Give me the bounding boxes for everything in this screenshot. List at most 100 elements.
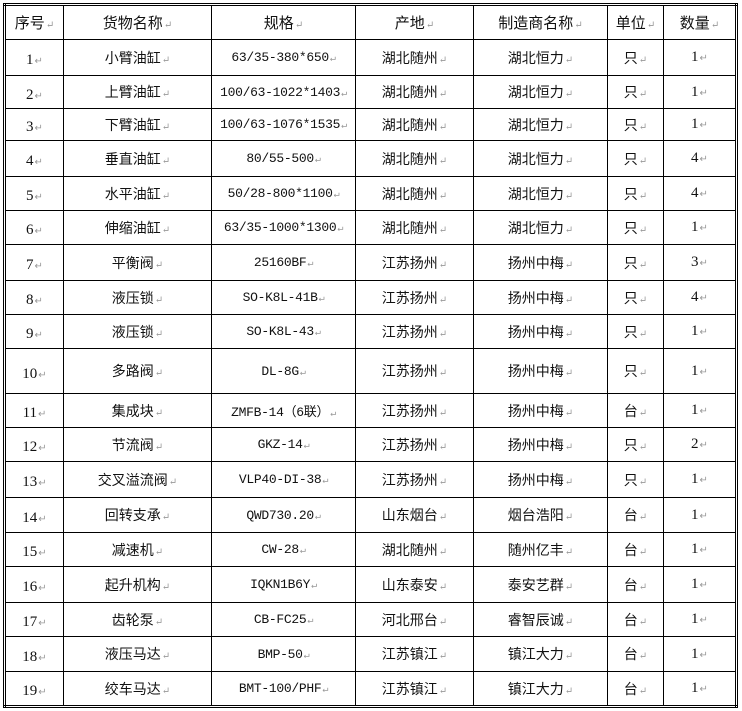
unit-cell: 台 (607, 393, 664, 428)
origin-cell: 江苏扬州 (355, 393, 474, 428)
origin-cell: 湖北随州 (355, 176, 474, 211)
manufacturer-cell: 扬州中梅 (473, 280, 608, 315)
quantity-cell: 1 (663, 348, 737, 394)
table-row: 13交叉溢流阀VLP40-DI-38江苏扬州扬州中梅只1 (4, 461, 737, 498)
table-row: 9液压锁SO-K8L-43江苏扬州扬州中梅只1 (4, 314, 737, 349)
index-cell: 2 (4, 75, 64, 109)
index-cell: 5 (4, 176, 64, 211)
origin-cell: 江苏扬州 (355, 461, 474, 498)
unit-cell: 只 (607, 427, 664, 462)
quantity-cell: 1 (663, 461, 737, 498)
unit-cell: 只 (607, 461, 664, 498)
index-cell: 15 (4, 532, 64, 567)
index-cell: 9 (4, 314, 64, 349)
spec-cell: 100/63-1022*1403 (211, 75, 356, 109)
quantity-cell: 1 (663, 108, 737, 141)
goods-name-cell: 回转支承 (63, 497, 212, 533)
goods-name-cell: 伸缩油缸 (63, 210, 212, 245)
origin-cell: 江苏扬州 (355, 244, 474, 281)
spec-cell: ZMFB-14（6联） (211, 393, 356, 428)
header-quantity: 数量 (663, 4, 737, 40)
quantity-cell: 4 (663, 280, 737, 315)
manufacturer-cell: 镇江大力 (473, 671, 608, 707)
spec-cell: 63/35-380*650 (211, 39, 356, 76)
table-row: 4垂直油缸80/55-500湖北随州湖北恒力只4 (4, 140, 737, 177)
unit-cell: 只 (607, 176, 664, 211)
header-index: 序号 (4, 4, 64, 40)
goods-name-cell: 液压锁 (63, 314, 212, 349)
goods-name-cell: 垂直油缸 (63, 140, 212, 177)
index-cell: 12 (4, 427, 64, 462)
index-cell: 6 (4, 210, 64, 245)
table-row: 16起升机构IQKN1B6Y山东泰安泰安艺群台1 (4, 566, 737, 603)
index-cell: 19 (4, 671, 64, 707)
index-cell: 10 (4, 348, 64, 394)
spec-cell: IQKN1B6Y (211, 566, 356, 603)
unit-cell: 台 (607, 566, 664, 603)
quantity-cell: 1 (663, 210, 737, 245)
unit-cell: 台 (607, 636, 664, 672)
unit-cell: 只 (607, 244, 664, 281)
manufacturer-cell: 扬州中梅 (473, 427, 608, 462)
manufacturer-cell: 镇江大力 (473, 636, 608, 672)
spec-cell: VLP40-DI-38 (211, 461, 356, 498)
manufacturer-cell: 扬州中梅 (473, 244, 608, 281)
unit-cell: 只 (607, 108, 664, 141)
quantity-cell: 1 (663, 602, 737, 637)
goods-name-cell: 多路阀 (63, 348, 212, 394)
manufacturer-cell: 湖北恒力 (473, 108, 608, 141)
table-row: 1小臂油缸63/35-380*650湖北随州湖北恒力只1 (4, 39, 737, 76)
unit-cell: 只 (607, 140, 664, 177)
index-cell: 3 (4, 108, 64, 141)
goods-name-cell: 减速机 (63, 532, 212, 567)
quantity-cell: 1 (663, 314, 737, 349)
index-cell: 4 (4, 140, 64, 177)
manufacturer-cell: 睿智辰诚 (473, 602, 608, 637)
origin-cell: 湖北随州 (355, 210, 474, 245)
spec-cell: BMP-50 (211, 636, 356, 672)
goods-name-cell: 液压马达 (63, 636, 212, 672)
unit-cell: 只 (607, 39, 664, 76)
table-row: 17齿轮泵CB-FC25河北邢台睿智辰诚台1 (4, 602, 737, 637)
origin-cell: 江苏扬州 (355, 280, 474, 315)
header-unit: 单位 (607, 4, 664, 40)
header-goods-name: 货物名称 (63, 4, 212, 40)
table-row: 7平衡阀25160BF江苏扬州扬州中梅只3 (4, 244, 737, 281)
spec-cell: CW-28 (211, 532, 356, 567)
spec-cell: DL-8G (211, 348, 356, 394)
quantity-cell: 1 (663, 393, 737, 428)
index-cell: 16 (4, 566, 64, 603)
goods-name-cell: 起升机构 (63, 566, 212, 603)
unit-cell: 台 (607, 671, 664, 707)
table-row: 2上臂油缸100/63-1022*1403湖北随州湖北恒力只1 (4, 75, 737, 109)
goods-table: 序号 货物名称 规格 产地 制造商名称 单位 数量 1小臂油缸63/35-380… (3, 3, 738, 708)
origin-cell: 湖北随州 (355, 39, 474, 76)
spec-cell: BMT-100/PHF (211, 671, 356, 707)
index-cell: 11 (4, 393, 64, 428)
table-row: 8液压锁SO-K8L-41B江苏扬州扬州中梅只4 (4, 280, 737, 315)
quantity-cell: 3 (663, 244, 737, 281)
quantity-cell: 1 (663, 566, 737, 603)
origin-cell: 湖北随州 (355, 140, 474, 177)
origin-cell: 湖北随州 (355, 532, 474, 567)
unit-cell: 台 (607, 602, 664, 637)
spec-cell: 63/35-1000*1300 (211, 210, 356, 245)
table-row: 6伸缩油缸63/35-1000*1300湖北随州湖北恒力只1 (4, 210, 737, 245)
spec-cell: GKZ-14 (211, 427, 356, 462)
index-cell: 17 (4, 602, 64, 637)
spec-cell: 100/63-1076*1535 (211, 108, 356, 141)
index-cell: 14 (4, 497, 64, 533)
manufacturer-cell: 扬州中梅 (473, 348, 608, 394)
manufacturer-cell: 湖北恒力 (473, 176, 608, 211)
manufacturer-cell: 泰安艺群 (473, 566, 608, 603)
manufacturer-cell: 湖北恒力 (473, 140, 608, 177)
goods-name-cell: 集成块 (63, 393, 212, 428)
header-manufacturer: 制造商名称 (473, 4, 608, 40)
origin-cell: 江苏扬州 (355, 314, 474, 349)
spec-cell: 25160BF (211, 244, 356, 281)
table-end-line (3, 707, 61, 708)
table-row: 12节流阀GKZ-14江苏扬州扬州中梅只2 (4, 427, 737, 462)
unit-cell: 只 (607, 75, 664, 109)
quantity-cell: 1 (663, 75, 737, 109)
origin-cell: 江苏扬州 (355, 348, 474, 394)
